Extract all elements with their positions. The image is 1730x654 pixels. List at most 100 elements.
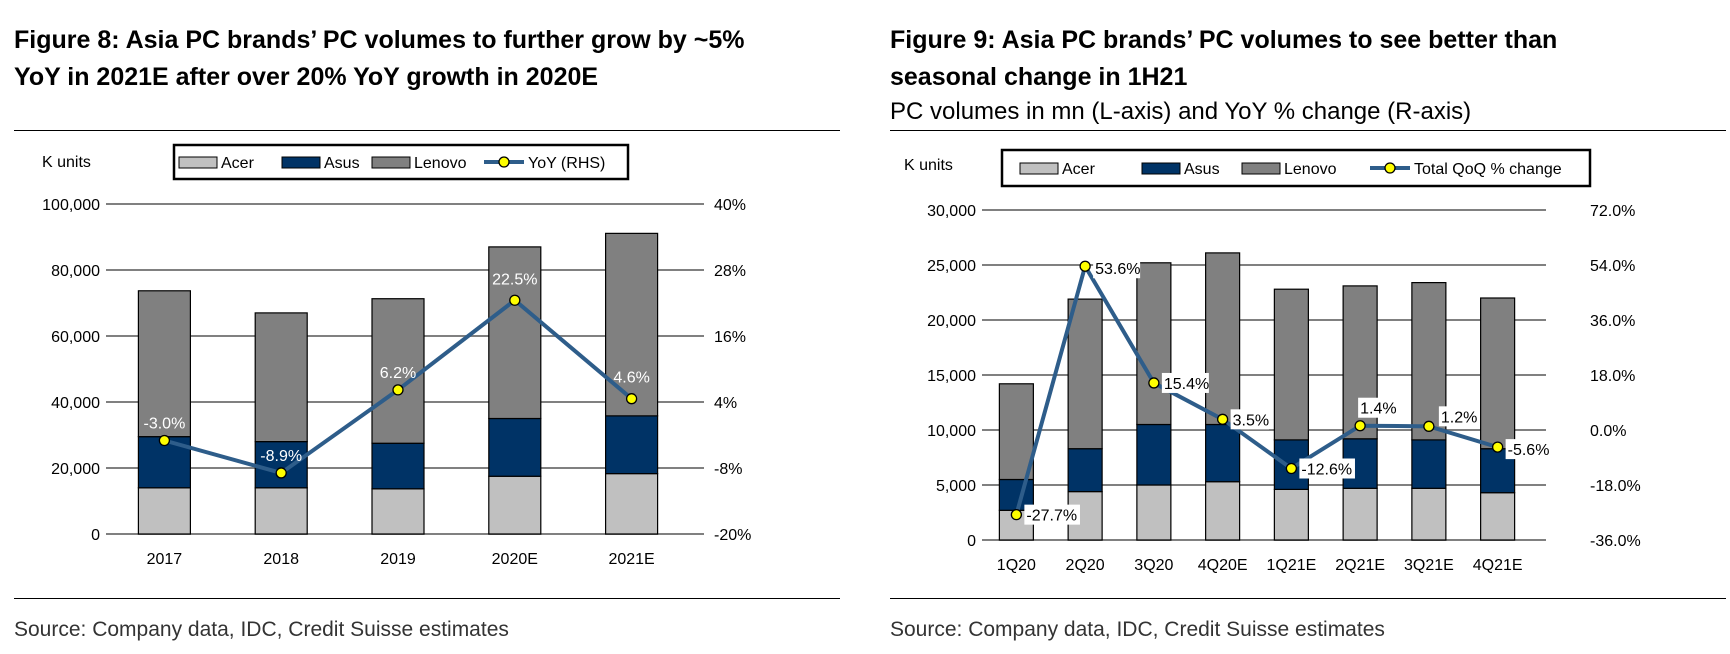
line-marker — [1491, 441, 1504, 453]
data-label-bg — [1230, 409, 1270, 430]
data-label: -5.6% — [1508, 442, 1550, 459]
bar-acer — [137, 487, 192, 535]
data-label: 4.6% — [613, 370, 649, 387]
y-tick-label: 15,000 — [927, 368, 976, 385]
figure-8-title-line1: Figure 8: Asia PC brands’ PC volumes to … — [14, 26, 745, 54]
figure-9-title-line1: Figure 9: Asia PC brands’ PC volumes to … — [890, 26, 1558, 54]
line-marker — [275, 467, 287, 479]
bar-asus — [1205, 423, 1241, 483]
legend-label: Acer — [1062, 161, 1096, 178]
y-axis-label: K units — [904, 157, 953, 174]
data-label: 22.5% — [492, 271, 537, 288]
data-label: 1.4% — [1360, 401, 1396, 418]
legend-label: Lenovo — [414, 155, 467, 172]
legend-box — [1000, 148, 1592, 188]
figure-8-title-line2: YoY in 2021E after over 20% YoY growth i… — [14, 63, 599, 91]
data-label: 1.2% — [1441, 409, 1477, 426]
line-marker — [1010, 508, 1023, 521]
bar-asus — [1411, 439, 1447, 489]
data-label: 3.5% — [1233, 412, 1269, 429]
x-tick-label: 3Q20 — [1134, 557, 1173, 574]
y-tick-label: 0 — [967, 533, 976, 550]
line-marker — [1148, 377, 1160, 389]
y2-tick-label: -18.0% — [1590, 478, 1641, 495]
legend-swatch-acer — [1019, 162, 1059, 175]
bar-asus — [604, 415, 659, 475]
y2-tick-label: 54.0% — [1590, 258, 1635, 275]
x-tick-label: 1Q20 — [997, 557, 1036, 574]
bar-lenovo — [604, 232, 659, 417]
x-tick-label: 4Q20E — [1198, 557, 1248, 574]
data-label-bg — [1505, 439, 1553, 460]
x-tick-label: 2017 — [147, 551, 183, 568]
bar-acer — [1342, 487, 1378, 541]
bar-lenovo — [371, 298, 425, 444]
bar-acer — [1411, 487, 1447, 541]
bar-lenovo — [1205, 252, 1241, 426]
data-label: -12.6% — [1301, 462, 1352, 479]
y2-tick-label: -36.0% — [1590, 533, 1641, 550]
bar-acer — [371, 488, 425, 535]
bar-asus — [488, 417, 542, 477]
y2-tick-label: -8% — [714, 461, 742, 478]
y-tick-label: 25,000 — [927, 258, 976, 275]
line-marker — [1354, 420, 1366, 432]
data-label: 6.2% — [380, 365, 416, 382]
y2-tick-label: 4% — [714, 395, 737, 412]
bar-lenovo — [1273, 288, 1309, 441]
bar-acer — [604, 473, 659, 535]
x-tick-label: 2Q21E — [1335, 557, 1385, 574]
legend-swatch-asus — [281, 156, 321, 169]
legend-label: Asus — [1184, 161, 1220, 178]
bar-asus — [371, 442, 425, 490]
data-label-bg — [1438, 406, 1478, 427]
data-label-bg — [1024, 504, 1080, 525]
figure-8-bottom-rule — [14, 598, 840, 599]
x-tick-label: 2Q20 — [1066, 557, 1105, 574]
figure-8-source: Source: Company data, IDC, Credit Suisse… — [14, 618, 509, 641]
figure-9-chart: K units 0 -36.0% 5,000 -18.0% 10,000 0.0% 15,00… — [904, 148, 1641, 574]
legend-label: Total QoQ % change — [1414, 161, 1562, 178]
legend-label: Acer — [221, 155, 255, 172]
x-tick-label: 3Q21E — [1404, 557, 1454, 574]
bar-acer — [1205, 481, 1241, 541]
legend-swatch-lenovo — [1241, 162, 1281, 175]
y-tick-label: 60,000 — [51, 329, 100, 346]
figure-9-top-rule — [890, 130, 1726, 131]
data-label-bg — [1093, 258, 1141, 279]
data-label-bg — [1358, 397, 1397, 418]
x-tick-label: 4Q21E — [1473, 557, 1523, 574]
y2-tick-label: 36.0% — [1590, 313, 1635, 330]
legend-swatch-acer — [178, 156, 218, 169]
y-tick-label: 0 — [91, 527, 100, 544]
line-marker — [1423, 420, 1435, 432]
legend-line-marker — [498, 156, 510, 168]
bar-lenovo — [1480, 297, 1516, 450]
legend-label: YoY (RHS) — [528, 155, 605, 172]
line-marker — [625, 393, 638, 405]
data-label: 15.4% — [1164, 376, 1209, 393]
figure-8-title: Figure 8: Asia PC brands’ PC volumes to … — [14, 22, 744, 96]
line-marker — [1079, 260, 1091, 272]
y-tick-label: 10,000 — [927, 423, 976, 440]
bar-acer — [1480, 492, 1516, 541]
y-axis-label: K units — [42, 154, 91, 171]
x-tick-label: 2019 — [380, 551, 416, 568]
bar-acer — [1273, 488, 1309, 541]
legend-swatch-lenovo — [371, 156, 411, 169]
bar-acer — [254, 487, 308, 535]
line-marker — [392, 384, 404, 396]
figure-8-top-rule — [14, 130, 840, 131]
x-tick-label: 1Q21E — [1266, 557, 1316, 574]
data-label-bg — [1299, 458, 1355, 479]
y-tick-label: 5,000 — [936, 478, 976, 495]
figure-9-source: Source: Company data, IDC, Credit Suisse… — [890, 618, 1385, 641]
figure-9-subtitle: PC volumes in mn (L-axis) and YoY % chan… — [890, 98, 1472, 125]
y2-tick-label: 18.0% — [1590, 368, 1635, 385]
bar-lenovo — [998, 383, 1034, 481]
figure-8-chart: K units 0 -20% 20,000 -8% 40,000 4% 60,000 16% 80… — [42, 143, 751, 568]
y2-tick-label: 40% — [714, 197, 746, 214]
bar-acer — [1136, 484, 1172, 541]
line-marker — [509, 294, 521, 306]
line-marker — [158, 434, 171, 447]
